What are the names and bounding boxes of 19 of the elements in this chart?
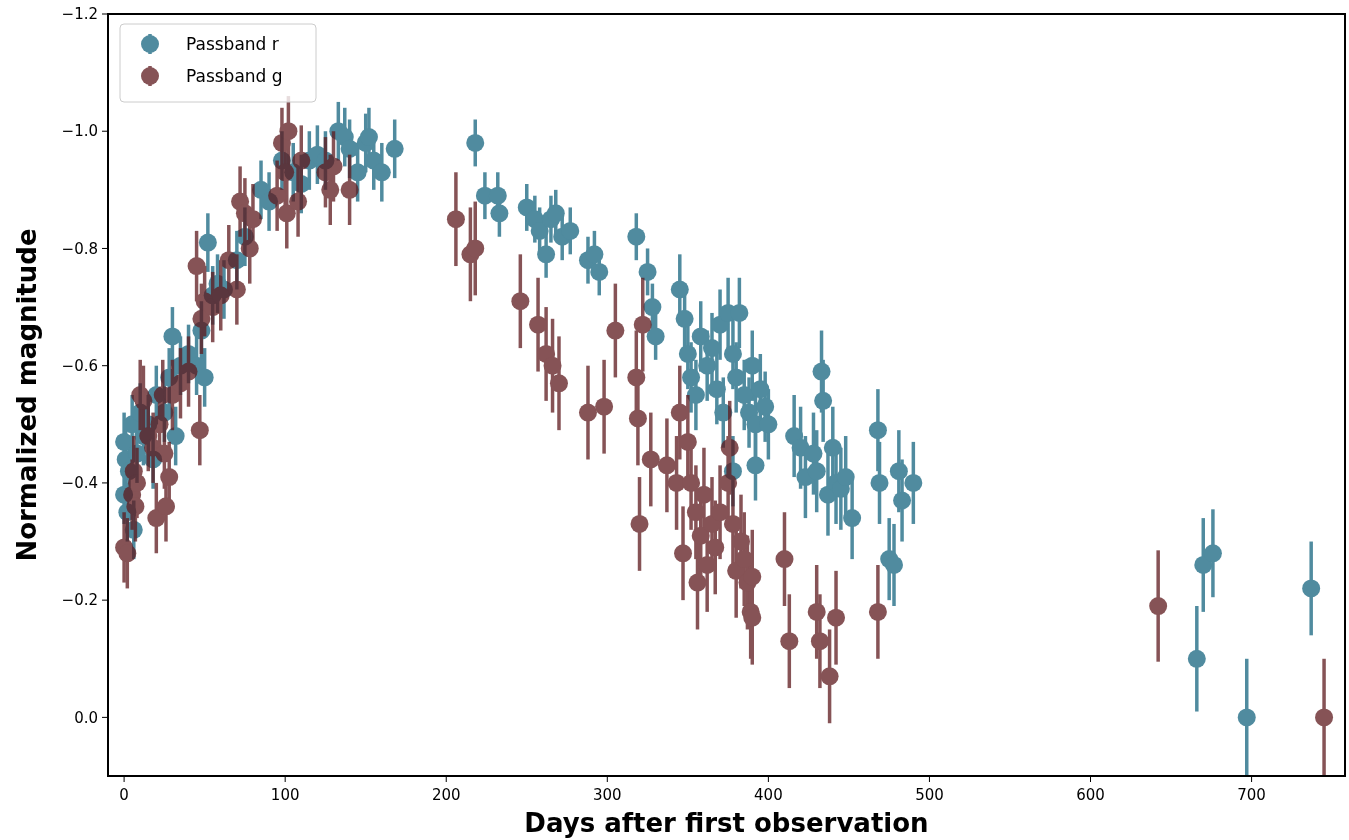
legend-label: Passband g (186, 65, 283, 86)
y-tick-label: −0.6 (61, 356, 98, 375)
x-tick-label: 400 (754, 786, 783, 804)
y-tick-label: −1.0 (61, 122, 98, 141)
y-tick-label: −0.4 (61, 474, 98, 493)
x-tick-label: 300 (592, 786, 622, 804)
x-tick-label: 600 (1076, 786, 1105, 804)
x-tick-label: 200 (431, 786, 461, 804)
y-axis-title: Normalized magnitude (12, 228, 42, 562)
y-tick-label: −0.8 (61, 239, 98, 258)
y-tick-label: −1.2 (61, 5, 98, 24)
x-tick-label: 100 (270, 786, 300, 804)
y-tick-label: 0.0 (74, 708, 98, 727)
legend-label: Passband r (186, 33, 279, 54)
x-tick-label: 500 (915, 786, 944, 804)
y-tick-label: −0.2 (61, 591, 98, 610)
x-tick-label: 0 (119, 786, 129, 804)
x-axis-title: Days after first observation (524, 808, 929, 838)
x-tick-label: 700 (1237, 786, 1266, 804)
